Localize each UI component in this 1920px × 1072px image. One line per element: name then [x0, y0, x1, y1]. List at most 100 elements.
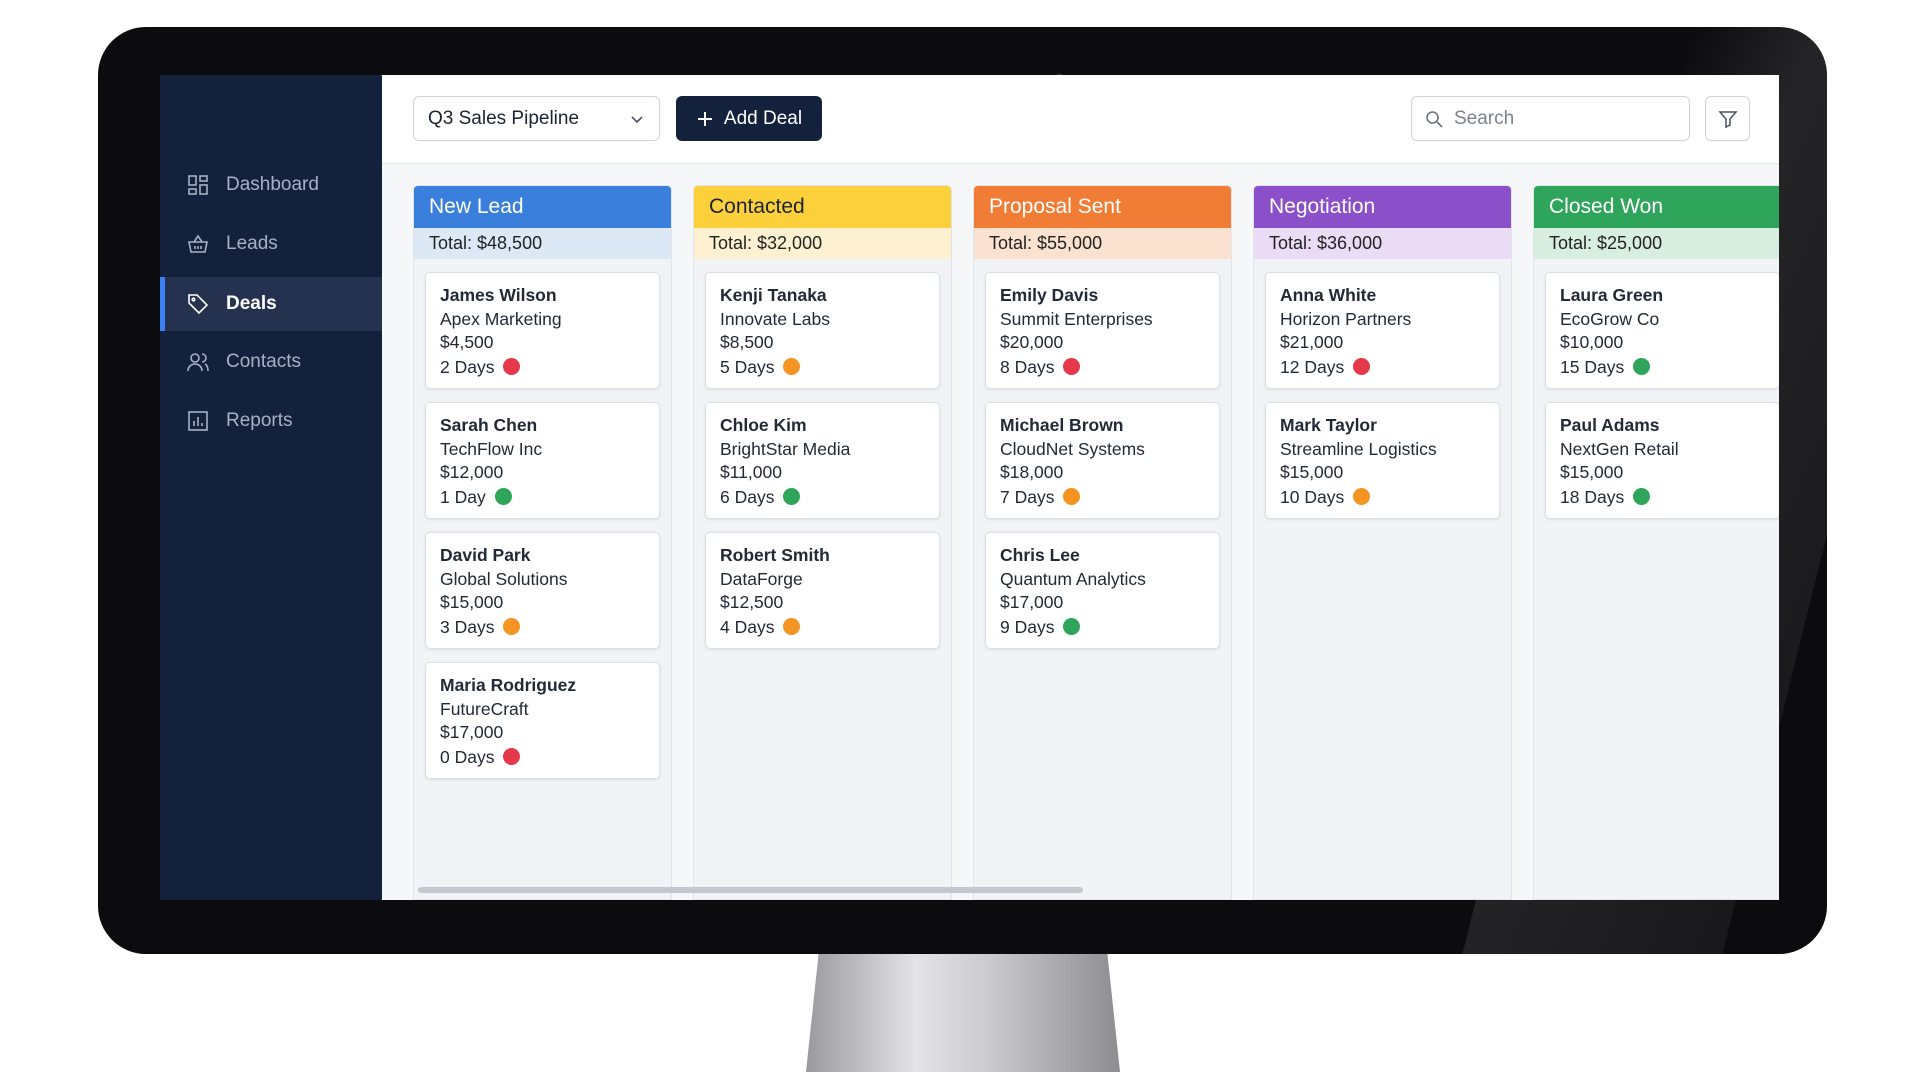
status-dot	[1633, 358, 1651, 375]
search-icon	[1426, 110, 1443, 128]
nav-item[interactable]: Dashboard	[160, 158, 382, 212]
deal-age: 3 Days	[440, 617, 495, 637]
deal-age-row: 3 Days	[440, 617, 521, 638]
nav-label: Leads	[226, 233, 278, 254]
deal-age: 12 Days	[1280, 357, 1345, 377]
pipeline-dropdown[interactable]: Q3 Sales Pipeline	[413, 96, 660, 141]
deal-card[interactable]: Kenji Tanaka Innovate Labs $8,500 5 Days	[705, 272, 940, 389]
kanban-board: New Lead Total: $48,500 James Wilson Apex M…	[382, 75, 1779, 900]
nav-item[interactable]: Deals	[160, 277, 382, 331]
deal-amount: $4,500	[440, 332, 494, 352]
contact-name: Kenji Tanaka	[720, 285, 827, 305]
deal-card[interactable]: Chris Lee Quantum Analytics $17,000 9 Days	[985, 532, 1220, 649]
contacts-icon	[187, 353, 209, 372]
deal-card[interactable]: James Wilson Apex Marketing $4,500 2 Days	[425, 272, 660, 389]
company-name: Innovate Labs	[720, 309, 830, 329]
deal-age-row: 9 Days	[1000, 617, 1081, 638]
company-name: FutureCraft	[440, 699, 529, 719]
deal-card[interactable]: Sarah Chen TechFlow Inc $12,000 1 Day	[425, 402, 660, 519]
company-name: Apex Marketing	[440, 309, 562, 329]
deal-card[interactable]: David Park Global Solutions $15,000 3 Days	[425, 532, 660, 649]
filter-button[interactable]	[1705, 96, 1750, 141]
deal-amount: $20,000	[1000, 332, 1064, 352]
deals-icon	[188, 294, 209, 315]
search-box[interactable]: Search	[1411, 96, 1690, 141]
add-deal-button[interactable]: Add Deal	[676, 96, 822, 141]
nav-item[interactable]: Reports	[160, 394, 382, 448]
contact-name: Mark Taylor	[1280, 415, 1377, 435]
deal-amount: $12,000	[440, 462, 504, 482]
leads-icon	[188, 234, 208, 253]
deal-amount: $8,500	[720, 332, 774, 352]
deal-amount: $15,000	[1280, 462, 1344, 482]
deal-amount: $10,000	[1560, 332, 1624, 352]
deal-card[interactable]: Mark Taylor Streamline Logistics $15,000 10…	[1265, 402, 1500, 519]
deal-card[interactable]: Chloe Kim BrightStar Media $11,000 6 Days	[705, 402, 940, 519]
deal-age-row: 8 Days	[1000, 357, 1081, 378]
contact-name: James Wilson	[440, 285, 557, 305]
deal-age: 10 Days	[1280, 487, 1345, 507]
deal-age: 0 Days	[440, 747, 495, 767]
deal-card[interactable]: Michael Brown CloudNet Systems $18,000 7 Da…	[985, 402, 1220, 519]
column-title: Proposal Sent	[974, 186, 1231, 228]
deal-amount: $17,000	[1000, 592, 1064, 612]
contact-name: Laura Green	[1560, 285, 1664, 305]
plus-icon	[697, 111, 712, 126]
status-dot	[1353, 488, 1371, 505]
contact-name: Anna White	[1280, 285, 1377, 305]
deal-age: 7 Days	[1000, 487, 1055, 507]
contact-name: Paul Adams	[1560, 415, 1660, 435]
status-dot	[1063, 618, 1081, 635]
column-total: Total: $25,000	[1534, 228, 1779, 259]
contact-name: Maria Rodriguez	[440, 675, 577, 695]
deal-amount: $17,000	[440, 722, 504, 742]
deal-age: 1 Day	[440, 487, 486, 507]
status-dot	[783, 618, 801, 635]
deal-age-row: 0 Days	[440, 747, 521, 768]
deal-age: 15 Days	[1560, 357, 1625, 377]
status-dot	[1063, 488, 1081, 505]
deal-card[interactable]: Paul Adams NextGen Retail $15,000 18 Days	[1545, 402, 1779, 519]
nav-label: Contacts	[226, 351, 301, 372]
deal-card[interactable]: Maria Rodriguez FutureCraft $17,000 0 Days	[425, 662, 660, 779]
column-total: Total: $48,500	[414, 228, 671, 259]
deal-card[interactable]: Laura Green EcoGrow Co $10,000 15 Days	[1545, 272, 1779, 389]
screen: Dashboard Leads Deals Contacts Reports Q…	[160, 75, 1779, 900]
column-title: Negotiation	[1254, 186, 1511, 228]
deal-age-row: 4 Days	[720, 617, 801, 638]
contact-name: Chloe Kim	[720, 415, 807, 435]
nav-item[interactable]: Contacts	[160, 335, 382, 389]
deal-card[interactable]: Emily Davis Summit Enterprises $20,000 8 Da…	[985, 272, 1220, 389]
column-total: Total: $36,000	[1254, 228, 1511, 259]
contact-name: Sarah Chen	[440, 415, 538, 435]
deal-age-row: 6 Days	[720, 487, 801, 508]
deal-age-row: 12 Days	[1280, 357, 1371, 378]
deal-amount: $21,000	[1280, 332, 1344, 352]
contact-name: Robert Smith	[720, 545, 830, 565]
deal-age-row: 1 Day	[440, 487, 512, 508]
nav-item[interactable]: Leads	[160, 217, 382, 271]
deal-card[interactable]: Anna White Horizon Partners $21,000 12 Days	[1265, 272, 1500, 389]
pipeline-column: New Lead Total: $48,500 James Wilson Apex M…	[413, 185, 672, 900]
pipeline-label: Q3 Sales Pipeline	[428, 107, 580, 129]
company-name: BrightStar Media	[720, 439, 851, 459]
company-name: DataForge	[720, 569, 803, 589]
status-dot	[503, 358, 521, 375]
company-name: Summit Enterprises	[1000, 309, 1153, 329]
search-placeholder: Search	[1454, 107, 1515, 129]
monitor-stand	[806, 954, 1120, 1072]
reports-icon	[188, 411, 208, 431]
deal-age: 9 Days	[1000, 617, 1055, 637]
scrollbar[interactable]	[418, 887, 1083, 893]
deal-card[interactable]: Robert Smith DataForge $12,500 4 Days	[705, 532, 940, 649]
column-title: Contacted	[694, 186, 951, 228]
main-area: Q3 Sales Pipeline Add Deal Search New Le…	[382, 75, 1779, 900]
deal-age: 2 Days	[440, 357, 495, 377]
status-dot	[783, 358, 801, 375]
status-dot	[1063, 358, 1081, 375]
deal-age-row: 7 Days	[1000, 487, 1081, 508]
deal-age: 6 Days	[720, 487, 775, 507]
status-dot	[503, 748, 521, 765]
contact-name: Chris Lee	[1000, 545, 1080, 565]
